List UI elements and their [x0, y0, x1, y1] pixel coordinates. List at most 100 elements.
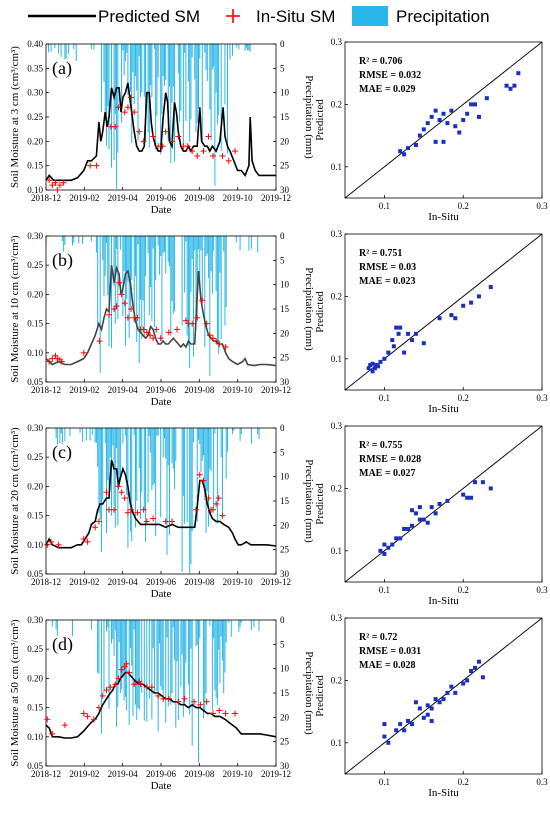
stat-rmse: RMSE = 0.031	[359, 646, 421, 657]
precip-tick-label: 5	[280, 255, 285, 265]
insitu-marker	[92, 524, 99, 531]
date-tick-label: 2019-10	[223, 769, 253, 779]
insitu-marker	[159, 143, 166, 150]
precip-bars	[48, 44, 251, 189]
scatter-point	[409, 722, 414, 727]
scatter-point	[366, 366, 371, 371]
insitu-marker	[189, 320, 196, 327]
x-tick-label: 0.3	[536, 201, 548, 211]
scatter-point	[396, 331, 401, 336]
date-tick-label: 2019-08	[184, 769, 214, 779]
date-tick-label: 2019-08	[184, 193, 214, 203]
y-tick-label: 0.1	[331, 162, 342, 172]
insitu-marker	[232, 710, 239, 717]
y-tick-label: 0.20	[27, 136, 43, 146]
insitu-marker	[146, 332, 153, 339]
scatter-point	[398, 722, 403, 727]
insitu-marker	[49, 182, 56, 189]
one-to-one-line	[344, 425, 543, 583]
insitu-marker	[99, 692, 106, 699]
scatter-point	[469, 102, 474, 107]
scatter-point	[409, 508, 414, 513]
precip-tick-label: 30	[280, 569, 290, 579]
stat-mae: MAE = 0.028	[359, 660, 416, 671]
scatter-point	[429, 718, 434, 723]
insitu-marker	[60, 179, 67, 186]
legend-insitu-swatch	[226, 9, 240, 23]
scatter-point	[398, 149, 403, 154]
insitu-marker	[61, 722, 68, 729]
insitu-marker	[143, 329, 150, 336]
precip-tick-label: 25	[280, 353, 290, 363]
precip-tick-label: 20	[280, 520, 290, 530]
scatter-point	[421, 127, 426, 132]
insitu-marker	[162, 128, 169, 135]
scatter-point	[386, 545, 391, 550]
scatter-point	[402, 350, 407, 355]
scatter-frame	[344, 41, 543, 199]
insitu-marker	[175, 133, 182, 140]
x-tick-label: 0.2	[458, 777, 469, 787]
insitu-marker	[46, 177, 53, 184]
y-tick-label: 0.05	[27, 761, 43, 771]
predicted-sm-line	[45, 82, 276, 182]
scatter-point	[437, 502, 442, 506]
precip-tick-label: 0	[280, 231, 285, 241]
y-tick-label: 0.30	[27, 423, 43, 433]
scatter-point	[413, 331, 418, 336]
x-axis-label: In-Situ	[428, 595, 459, 607]
insitu-marker	[137, 681, 144, 688]
predicted-sm-line	[45, 671, 277, 739]
legend-precip-label: Precipitation	[396, 7, 490, 26]
x-tick-label: 0.2	[458, 585, 469, 595]
insitu-marker	[169, 518, 176, 525]
scatter-point	[469, 669, 474, 674]
precip-tick-label: 20	[280, 136, 290, 146]
precip-tick-label: 5	[280, 639, 285, 649]
date-tick-label: 2019-10	[223, 385, 253, 395]
date-tick-label: 2018-12	[31, 769, 61, 779]
precip-tick-label: 0	[280, 39, 285, 49]
y-tick-label: 0.15	[27, 703, 43, 713]
scatter-panel-3: 0.1 0.1 0.2 0.2 0.3 0.3 In-Situ Predicted R² = 0…	[314, 421, 548, 607]
precip-tick-label: 15	[280, 304, 290, 314]
y-tick-label: 0.10	[27, 540, 43, 550]
insitu-marker	[128, 506, 135, 513]
x-tick-label: 0.1	[379, 393, 390, 403]
timeseries-panel-4: 0.05 0.10 0.15 0.20 0.25 0.30 0 5 10 15 20 25 30 2018…	[9, 615, 315, 792]
y-tick-label: 0.20	[27, 673, 43, 683]
insitu-marker	[140, 326, 147, 333]
date-tick-label: 2019-02	[69, 577, 99, 587]
insitu-marker	[121, 109, 128, 116]
y-axis-label: Predicted	[314, 675, 326, 717]
scatter-point	[382, 734, 387, 739]
precip-tick-label: 25	[280, 545, 290, 555]
insitu-marker	[206, 332, 213, 339]
panel-label: (d)	[52, 634, 73, 655]
scatter-point	[469, 495, 474, 500]
insitu-marker	[124, 314, 131, 321]
insitu-marker	[197, 701, 204, 708]
insitu-marker	[126, 669, 133, 676]
x-tick-label: 0.3	[536, 585, 548, 595]
scatter-point	[476, 659, 481, 664]
scatter-point	[421, 715, 426, 720]
insitu-marker	[124, 509, 131, 516]
insitu-points	[44, 660, 239, 737]
scatter-point	[382, 542, 387, 547]
scatter-point	[461, 118, 466, 122]
insitu-points	[46, 94, 239, 193]
scatter-frame	[344, 617, 543, 775]
scatter-point	[476, 114, 481, 119]
scatter-point	[406, 146, 411, 151]
scatter-points	[382, 659, 485, 745]
y-tick-label: 0.20	[27, 289, 43, 299]
scatter-point	[457, 130, 462, 135]
scatter-point	[394, 728, 399, 733]
scatter-point	[413, 511, 418, 516]
insitu-marker	[200, 148, 207, 155]
insitu-marker	[215, 495, 222, 502]
y-tick-label: 0.3	[331, 37, 343, 47]
date-tick-label: 2019-10	[223, 193, 253, 203]
insitu-marker	[87, 162, 94, 169]
